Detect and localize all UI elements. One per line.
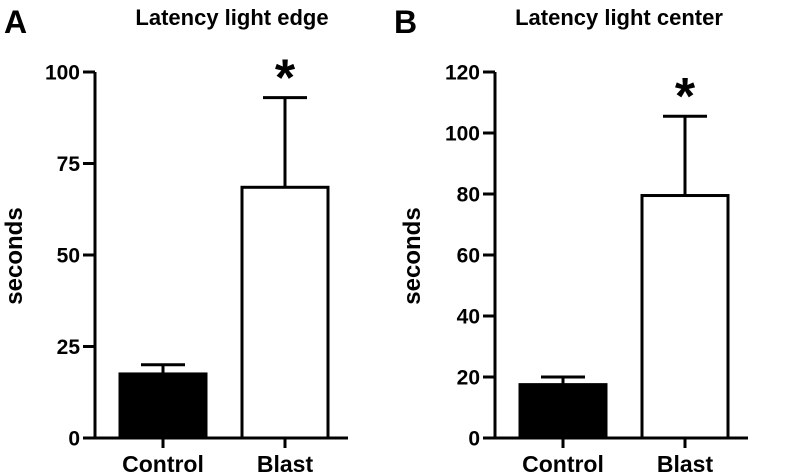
plot-area: 0 20 40 60 80 100 120 Control Blast * [445, 62, 748, 475]
y-tick-label: 0 [468, 428, 480, 451]
y-tick-label: 50 [57, 245, 80, 268]
x-tick-label: Control [122, 451, 204, 475]
y-tick-label: 80 [457, 184, 480, 207]
chart-title: Latency light center [515, 5, 723, 30]
y-tick-label: 40 [457, 306, 480, 329]
significance-mark: * [275, 50, 296, 108]
y-tick-label: 60 [457, 245, 480, 268]
bar-blast [240, 185, 330, 440]
y-tick-label: 100 [445, 123, 480, 146]
significance-mark: * [675, 68, 696, 126]
chart-title: Latency light edge [135, 5, 328, 30]
x-tick-label: Blast [657, 451, 714, 475]
x-tick-label: Blast [257, 451, 314, 475]
y-tick-label: 20 [457, 367, 480, 390]
panel-b: B Latency light center seconds 0 20 40 60 80… [394, 4, 748, 475]
y-axis-label: seconds [399, 207, 426, 304]
y-tick-label: 0 [68, 428, 80, 451]
y-tick-label: 25 [57, 336, 81, 359]
x-tick-label: Control [522, 451, 604, 475]
y-tick-label: 120 [445, 62, 480, 85]
panel-a: A Latency light edge seconds 0 25 50 75 100 C… [1, 4, 348, 475]
plot-area: 0 25 50 75 100 Control Blast * [45, 50, 348, 475]
bar-control [118, 372, 208, 440]
bar-blast [640, 194, 730, 440]
bar-control [518, 383, 608, 440]
panel-label: A [4, 4, 27, 40]
y-axis-label: seconds [1, 207, 28, 304]
panel-label: B [394, 4, 417, 40]
y-tick-label: 100 [45, 62, 80, 85]
y-tick-label: 75 [57, 153, 81, 176]
